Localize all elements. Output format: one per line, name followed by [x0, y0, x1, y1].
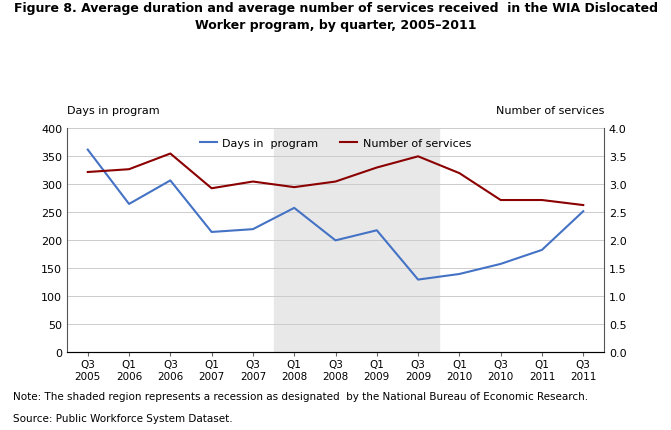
Number of services: [538, 198, 546, 203]
Days in  program: [166, 178, 174, 184]
Number of services: [456, 171, 464, 176]
Text: Worker program, by quarter, 2005–2011: Worker program, by quarter, 2005–2011: [195, 19, 476, 32]
Text: Note: The shaded region represents a recession as designated  by the National Bu: Note: The shaded region represents a rec…: [13, 391, 588, 401]
Number of services: [125, 167, 133, 172]
Number of services: [249, 180, 257, 185]
Days in  program: [84, 147, 92, 153]
Number of services: [373, 166, 381, 171]
Text: Figure 8. Average duration and average number of services received  in the WIA D: Figure 8. Average duration and average n…: [13, 2, 658, 15]
Days in  program: [249, 227, 257, 232]
Number of services: [207, 186, 215, 191]
Days in  program: [414, 277, 422, 283]
Number of services: [166, 152, 174, 157]
Legend: Days in  program, Number of services: Days in program, Number of services: [195, 135, 476, 154]
Bar: [274, 129, 439, 353]
Line: Number of services: Number of services: [88, 154, 583, 206]
Number of services: [331, 180, 340, 185]
Days in  program: [207, 230, 215, 235]
Days in  program: [579, 209, 587, 214]
Text: Source: Public Workforce System Dataset.: Source: Public Workforce System Dataset.: [13, 413, 233, 423]
Number of services: [290, 185, 298, 190]
Days in  program: [456, 272, 464, 277]
Days in  program: [497, 262, 505, 267]
Days in  program: [373, 228, 381, 233]
Number of services: [84, 170, 92, 175]
Days in  program: [290, 206, 298, 211]
Line: Days in  program: Days in program: [88, 150, 583, 280]
Number of services: [414, 154, 422, 160]
Text: Number of services: Number of services: [495, 106, 604, 116]
Days in  program: [538, 248, 546, 253]
Text: Days in program: Days in program: [67, 106, 160, 116]
Days in  program: [125, 202, 133, 207]
Number of services: [579, 203, 587, 208]
Days in  program: [331, 238, 340, 243]
Number of services: [497, 198, 505, 203]
